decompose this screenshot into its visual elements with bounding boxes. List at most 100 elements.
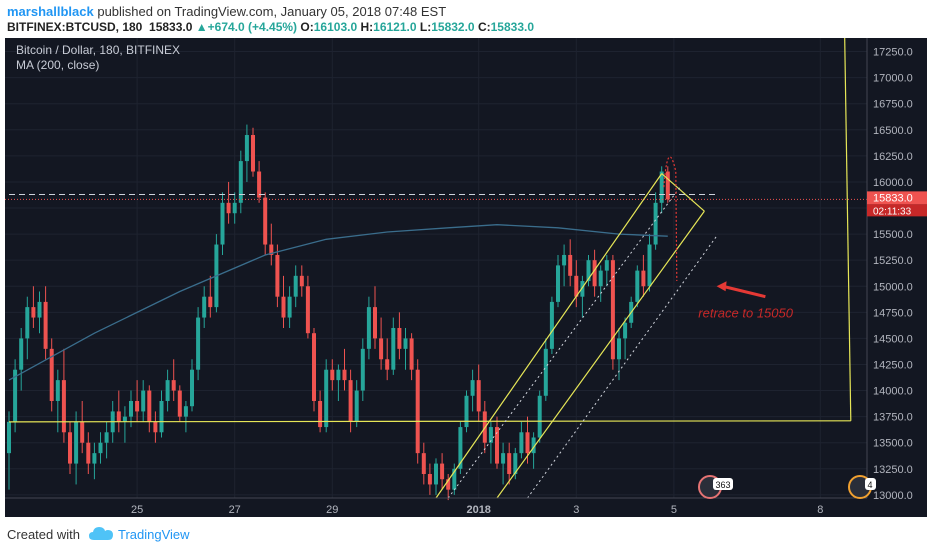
candle-body [177,390,182,417]
chart-badges[interactable]: 363 4 [698,475,876,499]
dotted-channel-line[interactable] [527,235,718,499]
trendline[interactable] [844,37,852,421]
events-count: 4 [867,480,872,490]
price-tick-label: 16500.0 [873,125,913,137]
chart-area[interactable]: 13000.0 13250.0 13500.0 13750.0 14000.0 14250… [5,37,927,517]
candle-body [568,254,573,276]
candle-body [68,432,72,464]
tradingview-cloud-icon[interactable] [88,526,114,542]
candle-body [580,281,585,297]
close-label: C: [477,20,491,34]
candle-body [574,275,579,297]
trendline[interactable] [496,210,705,499]
price-tick-label: 17000.0 [873,73,913,85]
price-tick-label: 16750.0 [873,99,913,111]
candle-body [104,432,109,443]
trendline[interactable] [661,173,705,212]
retrace-path[interactable] [663,156,678,282]
author-link[interactable]: marshallblack [7,4,94,19]
price-tick-label: 13500.0 [873,438,913,450]
candle-body [190,369,194,407]
trendline[interactable] [435,173,663,499]
published-text: published on TradingView.com, January 05… [97,4,447,19]
candle-body [665,171,670,200]
candle-body [159,400,164,433]
candle-body [360,348,365,391]
candle-body [43,301,48,349]
time-tick-label: 8 [817,504,823,516]
high-label: H: [360,20,374,34]
price-tick-label: 13000.0 [873,490,913,502]
tradingview-brand[interactable]: TradingView [118,527,190,542]
price-tick-label: 13250.0 [873,464,913,476]
candle-body [122,416,127,422]
candle-body [391,327,396,370]
chart-legend-title: Bitcoin / Dollar, 180, BITFINEX [16,43,180,57]
footer: Created with TradingView [0,517,932,550]
candle-body [604,260,609,271]
created-with-text: Created with [7,527,80,542]
candle-body [31,307,36,318]
candle-body [342,369,347,381]
price-tick-label: 16000.0 [873,177,913,189]
ideas-count: 363 [715,480,730,490]
candle-body [556,265,560,302]
candle-body [421,453,426,475]
candle-body [470,380,475,396]
time-tick-label: 3 [573,504,579,516]
price-change: +674.0 (+4.45%) [207,20,298,34]
candle-body [519,432,524,454]
high-value: 16121.0 [373,20,417,34]
candle-body [464,395,469,428]
candle-body [293,275,298,297]
price-tick-label: 16250.0 [873,151,913,163]
candlestick-chart[interactable]: 13000.0 13250.0 13500.0 13750.0 14000.0 14250… [5,37,927,517]
time-tick-label: 27 [229,504,241,516]
up-triangle-icon: ▲ [195,20,208,34]
candle-body [501,453,506,464]
candle-body [635,270,640,302]
candle-body [525,432,530,454]
candle-body [409,338,414,370]
candle-body [232,202,237,214]
candle-body [49,348,54,401]
candle-body [549,301,554,349]
candle-body [403,338,408,349]
candle-body [281,296,286,318]
time-axis[interactable]: 25 27 29 2018 3 5 8 [5,497,867,516]
chart-legend-indicator: MA (200, close) [16,58,99,72]
candle-body [647,244,652,287]
retrace-annotation[interactable]: retrace to 15050 [698,306,793,321]
candle-body [513,453,518,475]
candle-body [458,427,463,469]
candle-body [19,338,24,370]
candle-body [183,406,188,417]
candle-body [196,317,201,370]
candle-body [373,307,377,339]
open-label: O: [300,20,314,34]
drawings[interactable] [5,37,867,499]
open-value: 16103.0 [313,20,358,34]
price-tag-timer: 02:11:33 [873,206,912,217]
ma200-line [8,224,668,381]
trendline[interactable] [8,420,851,423]
arrow-shaft[interactable] [722,284,766,299]
symbol-line: BITFINEX:BTCUSD, 180 15833.0 ▲+674.0 (+4… [7,20,534,34]
price-tick-label: 15250.0 [873,255,913,267]
candle-body [427,474,432,485]
price-tick-label: 17250.0 [873,47,913,59]
candle-body [324,369,329,428]
last-price: 15833.0 [149,20,193,34]
candle-body [80,421,85,443]
arrow-head-icon[interactable] [716,281,727,292]
candle-body [61,380,66,433]
grid [5,38,867,498]
candle-body [257,171,262,198]
ideas-count-bg [713,478,733,490]
candle-body [86,442,91,464]
price-tick-label: 15000.0 [873,281,913,293]
price-axis[interactable]: 13000.0 13250.0 13500.0 13750.0 14000.0 14250… [866,38,927,517]
candle-body [202,296,207,318]
candle-body [348,380,353,422]
candle-body [165,380,170,401]
